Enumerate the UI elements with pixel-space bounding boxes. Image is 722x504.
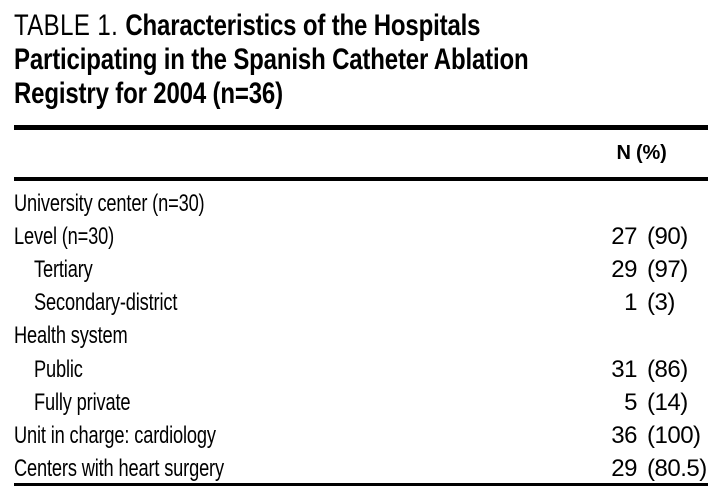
row-value-pct: (3): [647, 289, 675, 317]
row-value: 29 (80.5): [597, 453, 707, 486]
table-row: Level (n=30) 27 (90): [14, 220, 708, 253]
row-value-n: 31: [611, 355, 637, 383]
row-value: 31 (86): [597, 353, 688, 386]
table-row: Tertiary 29 (97): [14, 253, 708, 286]
table-row: Secondary-district 1 (3): [14, 287, 708, 320]
table-title-line-2: Participating in the Spanish Catheter Ab…: [14, 43, 529, 76]
row-label: University center (n=30): [14, 189, 205, 217]
table-row: University center (n=30): [14, 187, 708, 220]
row-value: 1 (3): [597, 287, 675, 320]
row-value-pct: (97): [647, 255, 688, 283]
row-label: Unit in charge: cardiology: [14, 421, 216, 449]
row-value-n: 29: [611, 455, 637, 483]
column-header-n-pct: N (%): [616, 142, 667, 164]
row-value-n: 5: [624, 388, 637, 416]
table-title-line-1: TABLE 1. Characteristics of the Hospitals: [14, 9, 528, 43]
row-value-pct: (90): [647, 222, 688, 250]
row-label: Public: [34, 355, 83, 383]
table-number-label: TABLE 1.: [14, 9, 119, 42]
table-row: Fully private 5 (14): [14, 386, 708, 419]
row-label: Fully private: [34, 388, 131, 416]
table-title-line-3: Registry for 2004 (n=36): [14, 77, 283, 110]
table-row: Health system: [14, 320, 708, 353]
table-title: TABLE 1. Characteristics of the Hospitals…: [14, 9, 529, 111]
row-label: Health system: [14, 322, 128, 350]
row-value-pct: (80.5): [647, 455, 707, 483]
row-label: Centers with heart surgery: [14, 455, 224, 483]
row-value-pct: (100): [647, 421, 701, 449]
row-value: 27 (90): [597, 220, 688, 253]
title-divider-rule: [14, 125, 708, 130]
row-value: 5 (14): [597, 386, 688, 419]
row-value: [597, 320, 647, 353]
row-value: 29 (97): [597, 253, 688, 286]
row-value: 36 (100): [597, 419, 701, 452]
row-value-n: 1: [624, 289, 637, 317]
table-row: Unit in charge: cardiology 36 (100): [14, 419, 708, 452]
header-divider-rule: [14, 177, 708, 181]
row-value-n: 27: [611, 222, 637, 250]
bottom-rule: [14, 483, 708, 486]
row-value-n: 29: [611, 255, 637, 283]
table-row: Centers with heart surgery 29 (80.5): [14, 453, 708, 486]
row-label: Level (n=30): [14, 222, 115, 250]
row-value: [597, 187, 647, 220]
row-value-n: 36: [611, 421, 637, 449]
table-title-text-1: Characteristics of the Hospitals: [125, 9, 481, 42]
row-label: Secondary-district: [34, 289, 178, 317]
table-row: Public 31 (86): [14, 353, 708, 386]
row-value-pct: (86): [647, 355, 688, 383]
row-label: Tertiary: [34, 255, 93, 283]
row-value-pct: (14): [647, 388, 688, 416]
table-body: University center (n=30) Level (n=30) 27…: [14, 187, 708, 486]
